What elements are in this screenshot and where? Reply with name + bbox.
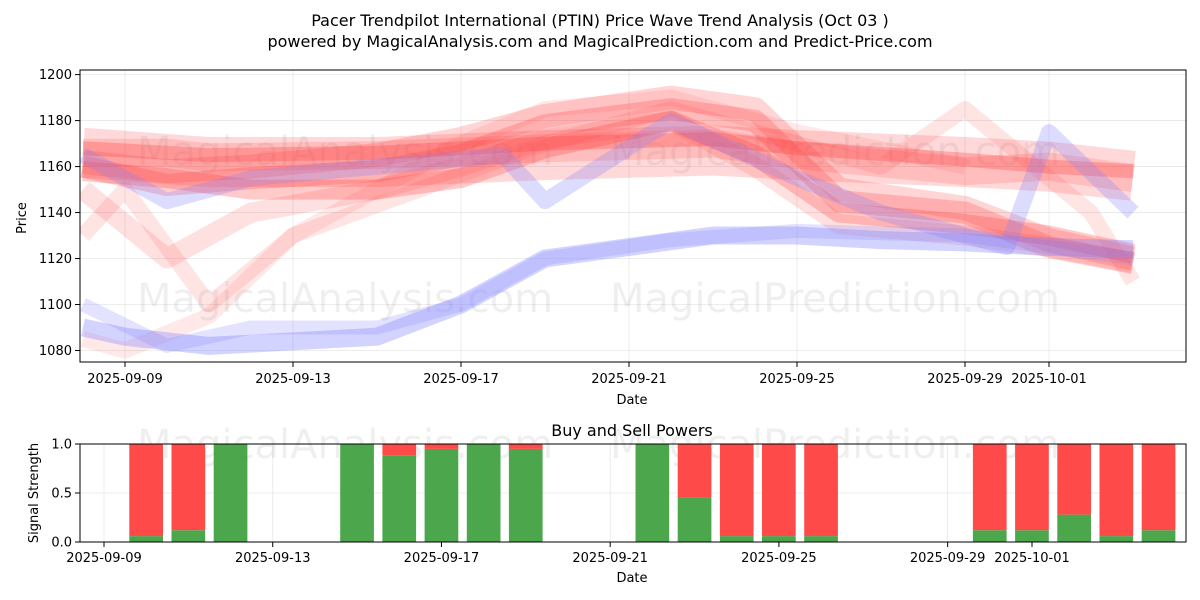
watermark-analysis: MagicalAnalysis.com: [137, 276, 553, 322]
buy-bar: [466, 444, 501, 542]
red-wave-band-0: [83, 129, 1135, 192]
price-xtick-label: 2025-09-21: [591, 372, 667, 387]
price-watermarks: MagicalAnalysis.com MagicalPrediction.co…: [137, 129, 1060, 322]
red-wave-band-5: [81, 85, 1136, 271]
price-ytick-label: 1140: [39, 206, 72, 221]
price-plot-frame: [79, 69, 1187, 363]
blue-wave-band-9: [81, 226, 1134, 355]
price-xtick-label: 2025-09-13: [255, 372, 331, 387]
signal-bars: [129, 444, 1176, 542]
price-bands: [80, 85, 1140, 359]
red-wave-band-1: [81, 125, 1136, 201]
signal-xtick-label: 2025-09-29: [910, 551, 986, 566]
sell-bar: [1015, 444, 1049, 531]
sell-bar: [424, 444, 459, 449]
signal-xtick-label: 2025-09-09: [66, 551, 142, 566]
price-xtick-label: 2025-10-01: [1011, 372, 1087, 387]
price-xtick-label: 2025-09-29: [927, 372, 1003, 387]
signal-xtick-label: 2025-10-01: [994, 551, 1070, 566]
buy-bar: [508, 448, 543, 542]
sell-bar: [1057, 444, 1091, 515]
watermark-analysis: MagicalAnalysis.com: [137, 129, 553, 175]
sell-bar: [171, 444, 206, 531]
signal-title: Buy and Sell Powers: [551, 421, 713, 440]
buy-bar: [171, 530, 206, 542]
buy-bar: [340, 444, 374, 542]
sell-bar: [129, 444, 163, 537]
blue-wave-band-10: [80, 223, 1134, 353]
price-ytick-label: 1120: [39, 252, 72, 267]
watermark-prediction: MagicalPrediction.com: [610, 129, 1060, 175]
price-ytick-label: 1100: [39, 298, 72, 313]
buy-bar: [677, 497, 712, 542]
price-grid: [80, 70, 1186, 362]
buy-bar: [635, 444, 670, 542]
sell-bar: [719, 444, 754, 537]
sell-bar: [804, 444, 838, 537]
buy-bar: [129, 536, 163, 542]
signal-xtick-label: 2025-09-13: [235, 551, 311, 566]
signal-xtick-label: 2025-09-17: [404, 551, 480, 566]
red-wave-band-2: [82, 132, 1134, 179]
buy-bar: [1141, 530, 1176, 542]
price-ytick-label: 1080: [39, 344, 72, 359]
buy-bar: [1057, 514, 1091, 542]
red-wave-band-4: [80, 98, 1136, 274]
signal-xtick-label: 2025-09-25: [741, 551, 817, 566]
signal-panel: Buy and Sell Powers MagicalAnalysis.com …: [27, 421, 1187, 586]
signal-xlabel: Date: [616, 571, 647, 586]
sell-bar: [972, 444, 1007, 531]
sell-bar: [382, 444, 417, 456]
buy-bar: [1099, 536, 1134, 542]
signal-xtick-label: 2025-09-21: [572, 551, 648, 566]
chart-title: Pacer Trendpilot International (PTIN) Pr…: [311, 11, 889, 30]
price-ytick-label: 1200: [39, 68, 72, 83]
red-wave-band-8: [80, 89, 967, 359]
signal-ytick-label: 0.5: [51, 487, 72, 502]
red-wave-band-6: [80, 110, 1135, 273]
red-wave-band-3: [82, 110, 1136, 264]
buy-bar: [424, 448, 459, 542]
price-xtick-label: 2025-09-09: [87, 372, 163, 387]
price-ylabel: Price: [15, 202, 30, 234]
sell-bar: [508, 444, 543, 449]
price-xtick-label: 2025-09-17: [423, 372, 499, 387]
price-xtick-label: 2025-09-25: [759, 372, 835, 387]
buy-bar: [804, 536, 838, 542]
buy-bar: [213, 444, 248, 542]
buy-bar: [762, 536, 796, 542]
sell-bar: [677, 444, 712, 498]
price-xlabel: Date: [616, 393, 647, 408]
sell-bar: [762, 444, 796, 537]
watermark-prediction: MagicalPrediction.com: [610, 276, 1060, 322]
sell-bar: [1099, 444, 1134, 537]
red-wave-band-7: [80, 101, 1140, 313]
price-axes: 2025-09-09 2025-09-13 2025-09-17 2025-09-21…: [39, 68, 1087, 387]
signal-ytick-label: 0.0: [51, 536, 72, 551]
buy-bar: [972, 530, 1007, 542]
chart-subtitle: powered by MagicalAnalysis.com and Magic…: [267, 32, 932, 51]
buy-bar: [719, 536, 754, 542]
signal-ytick-label: 1.0: [51, 438, 72, 453]
price-panel: MagicalAnalysis.com MagicalPrediction.co…: [15, 68, 1187, 408]
signal-axes: 2025-09-09 2025-09-13 2025-09-17 2025-09-21…: [51, 438, 1069, 567]
blue-wave-band-11: [80, 112, 1139, 255]
buy-bar: [1015, 530, 1049, 542]
price-ytick-label: 1180: [39, 114, 72, 129]
price-ytick-label: 1160: [39, 160, 72, 175]
buy-bar: [382, 455, 417, 542]
signal-ylabel: Signal Strength: [27, 443, 42, 543]
sell-bar: [1141, 444, 1176, 531]
